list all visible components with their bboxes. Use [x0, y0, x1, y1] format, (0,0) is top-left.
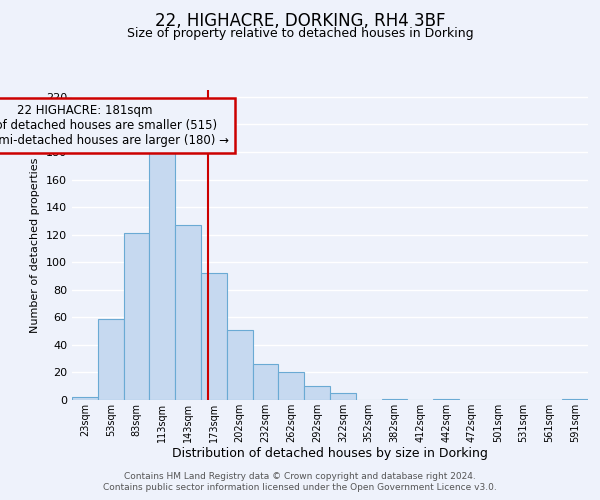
Bar	[433, 398, 459, 400]
Bar	[278, 372, 304, 400]
Bar	[98, 318, 124, 400]
Text: Contains public sector information licensed under the Open Government Licence v3: Contains public sector information licen…	[103, 484, 497, 492]
Bar	[227, 330, 253, 400]
Text: Distribution of detached houses by size in Dorking: Distribution of detached houses by size …	[172, 448, 488, 460]
Text: 22, HIGHACRE, DORKING, RH4 3BF: 22, HIGHACRE, DORKING, RH4 3BF	[155, 12, 445, 30]
Bar	[149, 152, 175, 400]
Bar	[124, 234, 149, 400]
Text: Contains HM Land Registry data © Crown copyright and database right 2024.: Contains HM Land Registry data © Crown c…	[124, 472, 476, 481]
Bar	[562, 398, 588, 400]
Bar	[382, 398, 407, 400]
Bar	[304, 386, 330, 400]
Bar	[330, 393, 356, 400]
Text: 22 HIGHACRE: 181sqm
← 74% of detached houses are smaller (515)
26% of semi-detac: 22 HIGHACRE: 181sqm ← 74% of detached ho…	[0, 104, 229, 147]
Bar	[253, 364, 278, 400]
Text: Size of property relative to detached houses in Dorking: Size of property relative to detached ho…	[127, 28, 473, 40]
Bar	[72, 397, 98, 400]
Bar	[201, 273, 227, 400]
Bar	[175, 225, 201, 400]
Y-axis label: Number of detached properties: Number of detached properties	[31, 158, 40, 332]
